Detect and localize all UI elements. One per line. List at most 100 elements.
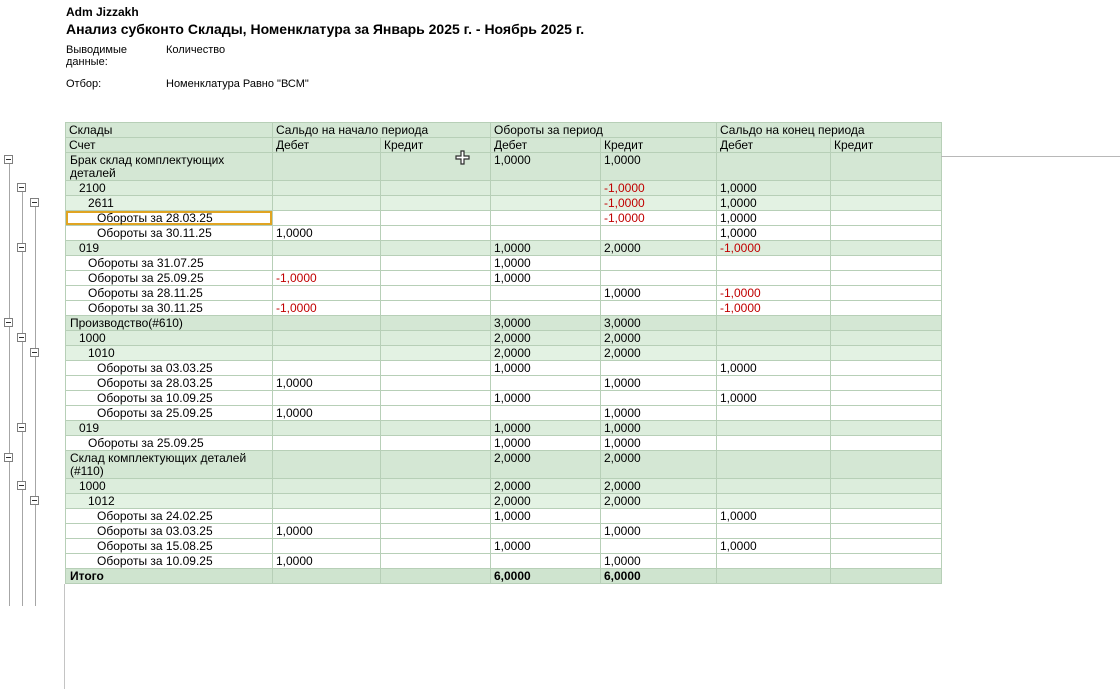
value-cell[interactable] [380, 210, 491, 226]
value-cell[interactable] [380, 523, 491, 539]
value-cell[interactable]: 2,0000 [600, 450, 717, 479]
collapse-toggle[interactable] [30, 496, 39, 505]
collapse-toggle[interactable] [4, 318, 13, 327]
row-label-cell[interactable]: Обороты за 25.09.25 [65, 405, 273, 421]
value-cell[interactable] [272, 360, 381, 376]
row-label-cell[interactable]: Обороты за 25.09.25 [65, 435, 273, 451]
value-cell[interactable] [830, 478, 942, 494]
col-sub-credit[interactable]: Кредит [600, 137, 717, 153]
row-label-cell[interactable]: Обороты за 10.09.25 [65, 553, 273, 569]
value-cell[interactable]: 1,0000 [716, 360, 831, 376]
value-cell[interactable] [490, 210, 601, 226]
value-cell[interactable] [380, 390, 491, 406]
row-label-cell[interactable]: Брак склад комплектующих деталей [65, 152, 273, 181]
value-cell[interactable] [380, 240, 491, 256]
value-cell[interactable] [490, 225, 601, 241]
value-cell[interactable] [830, 300, 942, 316]
col-group-closing-balance[interactable]: Сальдо на конец периода [716, 122, 942, 138]
value-cell[interactable] [830, 330, 942, 346]
value-cell[interactable] [716, 270, 831, 286]
value-cell[interactable] [380, 330, 491, 346]
value-cell[interactable]: -1,0000 [600, 195, 717, 211]
value-cell[interactable] [272, 180, 381, 196]
value-cell[interactable] [490, 405, 601, 421]
value-cell[interactable] [272, 152, 381, 181]
value-cell[interactable] [380, 553, 491, 569]
value-cell[interactable]: 1,0000 [490, 508, 601, 524]
value-cell[interactable] [490, 300, 601, 316]
value-cell[interactable] [272, 345, 381, 361]
value-cell[interactable] [380, 360, 491, 376]
row-label-cell[interactable]: 2611 [65, 195, 273, 211]
value-cell[interactable] [380, 450, 491, 479]
value-cell[interactable]: 2,0000 [490, 478, 601, 494]
value-cell[interactable] [716, 152, 831, 181]
row-label-cell[interactable]: Обороты за 03.03.25 [65, 523, 273, 539]
value-cell[interactable] [716, 493, 831, 509]
collapse-toggle[interactable] [4, 155, 13, 164]
value-cell[interactable] [716, 553, 831, 569]
value-cell[interactable] [830, 538, 942, 554]
collapse-toggle[interactable] [17, 333, 26, 342]
value-cell[interactable] [380, 300, 491, 316]
value-cell[interactable] [600, 508, 717, 524]
value-cell[interactable] [830, 285, 942, 301]
value-cell[interactable] [380, 375, 491, 391]
value-cell[interactable] [830, 523, 942, 539]
value-cell[interactable] [716, 478, 831, 494]
value-cell[interactable] [272, 420, 381, 436]
value-cell[interactable] [600, 390, 717, 406]
value-cell[interactable] [716, 405, 831, 421]
value-cell[interactable] [380, 255, 491, 271]
collapse-toggle[interactable] [30, 198, 39, 207]
value-cell[interactable] [380, 195, 491, 211]
value-cell[interactable] [380, 538, 491, 554]
row-label-cell[interactable]: Производство(#610) [65, 315, 273, 331]
value-cell[interactable] [830, 375, 942, 391]
value-cell[interactable] [830, 450, 942, 479]
value-cell[interactable] [380, 405, 491, 421]
value-cell[interactable]: 1,0000 [600, 435, 717, 451]
value-cell[interactable] [272, 315, 381, 331]
value-cell[interactable] [830, 225, 942, 241]
row-label-cell[interactable]: 019 [65, 240, 273, 256]
value-cell[interactable]: 1,0000 [716, 225, 831, 241]
value-cell[interactable] [380, 180, 491, 196]
value-cell[interactable] [830, 390, 942, 406]
col-sub-credit[interactable]: Кредит [830, 137, 942, 153]
value-cell[interactable] [272, 450, 381, 479]
row-label-cell[interactable]: 019 [65, 420, 273, 436]
value-cell[interactable] [272, 240, 381, 256]
value-cell[interactable] [716, 523, 831, 539]
value-cell[interactable] [600, 300, 717, 316]
value-cell[interactable] [380, 568, 491, 584]
col-header-warehouses[interactable]: Склады [65, 122, 273, 138]
value-cell[interactable]: 2,0000 [600, 493, 717, 509]
row-label-cell[interactable]: Обороты за 03.03.25 [65, 360, 273, 376]
collapse-toggle[interactable] [17, 243, 26, 252]
collapse-toggle[interactable] [4, 453, 13, 462]
row-label-cell[interactable]: 1010 [65, 345, 273, 361]
value-cell[interactable] [830, 493, 942, 509]
value-cell[interactable]: -1,0000 [716, 240, 831, 256]
col-group-period-turnover[interactable]: Обороты за период [490, 122, 717, 138]
value-cell[interactable]: 1,0000 [600, 420, 717, 436]
value-cell[interactable] [830, 345, 942, 361]
value-cell[interactable] [830, 315, 942, 331]
value-cell[interactable] [272, 390, 381, 406]
value-cell[interactable] [380, 420, 491, 436]
col-header-account[interactable]: Счет [65, 137, 273, 153]
value-cell[interactable]: 2,0000 [490, 450, 601, 479]
value-cell[interactable] [600, 225, 717, 241]
row-label-cell[interactable]: Обороты за 30.11.25 [65, 300, 273, 316]
value-cell[interactable] [716, 420, 831, 436]
value-cell[interactable] [490, 195, 601, 211]
row-label-cell[interactable]: Обороты за 28.03.25 [65, 375, 273, 391]
value-cell[interactable] [830, 152, 942, 181]
collapse-toggle[interactable] [30, 348, 39, 357]
value-cell[interactable] [272, 493, 381, 509]
value-cell[interactable] [716, 345, 831, 361]
value-cell[interactable] [272, 538, 381, 554]
value-cell[interactable]: 1,0000 [272, 405, 381, 421]
value-cell[interactable] [830, 568, 942, 584]
